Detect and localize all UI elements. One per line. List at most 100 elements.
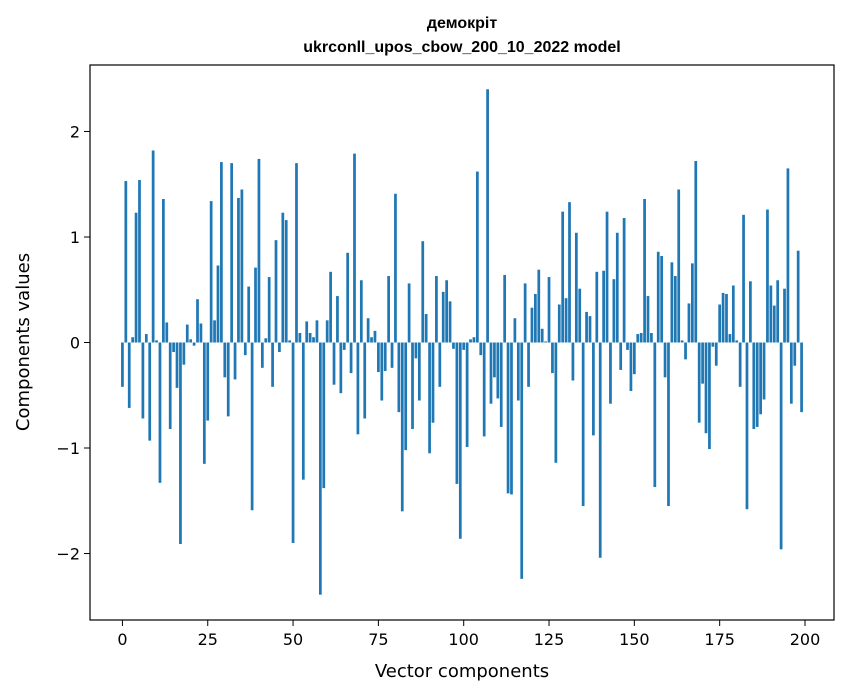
bar-62 (332, 342, 336, 385)
bar-167 (691, 263, 694, 343)
bar-2 (127, 342, 131, 408)
bar-70 (359, 280, 363, 343)
bar-115 (513, 318, 517, 343)
bar-74 (373, 330, 377, 343)
bar-33 (233, 342, 237, 380)
bar-186 (755, 342, 759, 427)
bar-80 (394, 193, 397, 343)
bar-125 (547, 277, 551, 343)
bar-184 (749, 281, 752, 343)
bar-119 (527, 342, 530, 387)
bar-102 (469, 339, 472, 343)
bar-0 (121, 342, 124, 387)
bar-168 (694, 161, 698, 343)
bar-30 (223, 342, 227, 378)
bar-59 (322, 342, 326, 489)
bar-64 (339, 342, 343, 394)
bar-45 (274, 240, 278, 343)
bar-182 (742, 214, 745, 343)
bar-138 (592, 342, 595, 436)
bar-27 (213, 320, 216, 343)
bar-25 (206, 342, 210, 421)
bar-128 (557, 304, 561, 343)
bar-131 (568, 202, 571, 343)
y-tick-label: 1 (70, 228, 80, 247)
x-tick-label: 125 (534, 630, 565, 649)
x-tick-label: 200 (790, 630, 821, 649)
bar-78 (387, 276, 390, 343)
bar-151 (636, 334, 640, 343)
bar-3 (131, 337, 135, 343)
bar-47 (281, 212, 285, 343)
bar-114 (510, 342, 513, 495)
bar-99 (458, 342, 462, 539)
bar-12 (162, 199, 165, 343)
bar-52 (298, 333, 302, 343)
bar-107 (486, 89, 489, 343)
bar-9 (151, 150, 155, 343)
bar-95 (445, 280, 449, 343)
bar-51 (295, 163, 298, 343)
bar-109 (493, 342, 496, 378)
bar-82 (400, 342, 404, 512)
bar-198 (796, 250, 800, 343)
bar-187 (759, 342, 762, 415)
bar-146 (619, 342, 623, 370)
bar-193 (779, 342, 783, 550)
bar-104 (475, 171, 479, 343)
bar-181 (738, 342, 742, 387)
bar-77 (383, 342, 387, 371)
bar-169 (697, 342, 701, 423)
y-axis-ticks: −2 −1 0 1 2 (56, 122, 90, 564)
bar-176 (721, 292, 725, 343)
bar-20 (189, 339, 193, 343)
bar-105 (479, 342, 483, 356)
bar-178 (728, 334, 732, 343)
bar-122 (537, 269, 541, 343)
bar-136 (585, 311, 588, 343)
bar-124 (544, 341, 547, 343)
bar-137 (588, 316, 592, 343)
bar-142 (605, 211, 609, 343)
bar-54 (305, 321, 309, 343)
bar-56 (312, 337, 315, 343)
bar-164 (680, 340, 684, 343)
bar-144 (612, 279, 616, 343)
bar-24 (202, 342, 206, 464)
bar-106 (482, 342, 486, 437)
bar-44 (271, 342, 274, 387)
bar-152 (639, 333, 643, 343)
bar-148 (626, 342, 629, 350)
bar-11 (158, 342, 162, 483)
bar-6 (141, 342, 145, 419)
bar-1 (124, 181, 128, 343)
bar-94 (441, 291, 445, 343)
bar-79 (390, 342, 394, 368)
x-axis-label: Vector components (375, 661, 549, 682)
bar-130 (564, 298, 568, 343)
bar-154 (646, 296, 650, 343)
bar-49 (288, 340, 292, 343)
bar-5 (138, 180, 141, 343)
bar-14 (168, 342, 172, 430)
x-tick-label: 50 (283, 630, 303, 649)
bar-192 (776, 280, 780, 343)
bar-110 (496, 342, 500, 399)
bar-92 (435, 276, 438, 343)
bar-165 (684, 342, 687, 360)
bar-31 (226, 342, 230, 417)
bar-71 (363, 342, 367, 419)
bar-117 (520, 342, 524, 579)
y-tick-label: 2 (70, 122, 80, 141)
bar-123 (540, 328, 544, 343)
bar-160 (667, 342, 670, 507)
bar-183 (745, 342, 749, 510)
bar-15 (172, 342, 175, 352)
bar-190 (769, 285, 773, 343)
bar-90 (428, 342, 431, 454)
bar-120 (530, 307, 534, 343)
bar-35 (240, 189, 244, 343)
bar-23 (199, 323, 203, 343)
bar-156 (653, 342, 657, 488)
bar-175 (718, 304, 722, 343)
